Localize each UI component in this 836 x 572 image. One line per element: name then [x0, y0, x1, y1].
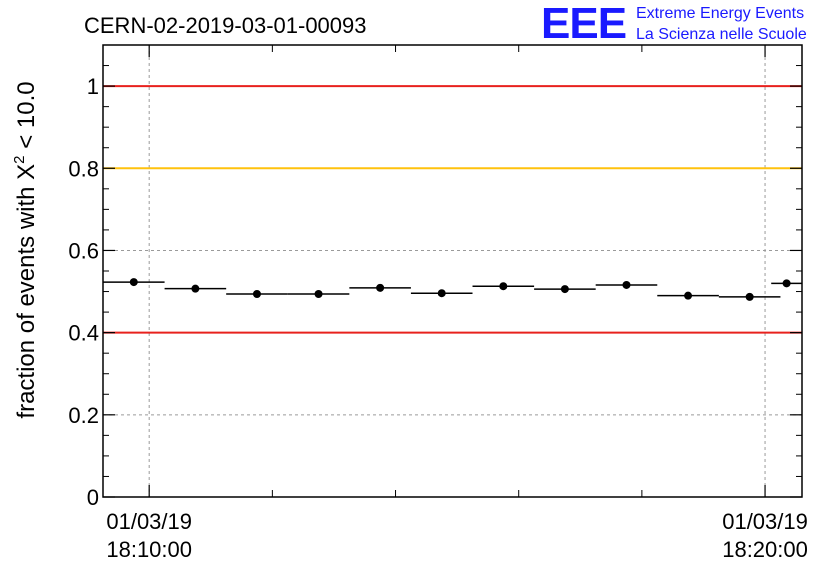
- data-point-marker-10: [745, 292, 754, 301]
- x-tick-label-time-0: 18:10:00: [106, 537, 192, 562]
- data-point-marker-11: [782, 279, 791, 288]
- data-point-3: [287, 290, 350, 299]
- data-point-8: [595, 280, 658, 289]
- logo-line-2: La Scienza nelle Scuole: [636, 26, 807, 43]
- data-point-marker-3: [314, 290, 323, 299]
- y-axis-label-prefix: fraction of events with: [13, 180, 40, 419]
- plot-frame: [102, 44, 803, 498]
- data-point-marker-4: [376, 283, 385, 292]
- y-tick-label-3: 0.6: [68, 238, 99, 263]
- data-point-marker-0: [129, 278, 138, 287]
- data-point-10: [718, 292, 781, 301]
- data-point-1: [164, 284, 227, 293]
- logo-line-1: Extreme Energy Events: [636, 5, 804, 22]
- data-point-marker-8: [622, 280, 631, 289]
- chart-title: CERN-02-2019-03-01-00093: [84, 13, 367, 38]
- y-axis-label-suffix: < 10.0: [13, 81, 40, 155]
- data-point-6: [472, 282, 535, 291]
- grid: [103, 45, 802, 497]
- y-axis-label-symbol: X: [13, 164, 40, 180]
- y-tick-labels: 0 0.2 0.4 0.6 0.8 1: [68, 74, 99, 510]
- y-tick-label-2: 0.4: [68, 321, 99, 346]
- x-tick-label-date-0: 01/03/19: [106, 509, 192, 534]
- data-point-9: [657, 291, 719, 300]
- x-tick-label-date-1: 01/03/19: [722, 509, 808, 534]
- data-point-4: [349, 283, 411, 292]
- y-axis-label-superscript: 2: [11, 155, 28, 163]
- eee-logo: EEE Extreme Energy Events La Scienza nel…: [541, 0, 807, 48]
- data-point-marker-9: [684, 291, 693, 300]
- data-point-marker-2: [252, 290, 261, 299]
- y-tick-label-5: 1: [87, 74, 99, 99]
- data-point-marker-5: [437, 289, 446, 298]
- logo-mark: EEE: [541, 0, 626, 48]
- data-point-marker-1: [191, 284, 200, 293]
- data-point-0: [103, 278, 165, 287]
- data-point-5: [410, 289, 473, 298]
- data-point-marker-6: [499, 282, 508, 291]
- y-tick-label-0: 0: [87, 485, 99, 510]
- data-points: [103, 278, 802, 301]
- x-tick-label-time-1: 18:20:00: [722, 537, 808, 562]
- data-point-marker-7: [560, 285, 569, 294]
- axis-ticks: [103, 45, 802, 498]
- data-point-2: [226, 290, 288, 299]
- data-point-11: [771, 279, 802, 288]
- y-tick-label-4: 0.8: [68, 156, 99, 181]
- reference-lines: [103, 85, 802, 334]
- y-tick-label-1: 0.2: [68, 403, 99, 428]
- y-axis-label: fraction of events with X2 < 10.0: [11, 81, 40, 418]
- x-tick-labels: 01/03/19 18:10:00 01/03/19 18:20:00: [106, 509, 807, 562]
- data-point-7: [534, 285, 596, 294]
